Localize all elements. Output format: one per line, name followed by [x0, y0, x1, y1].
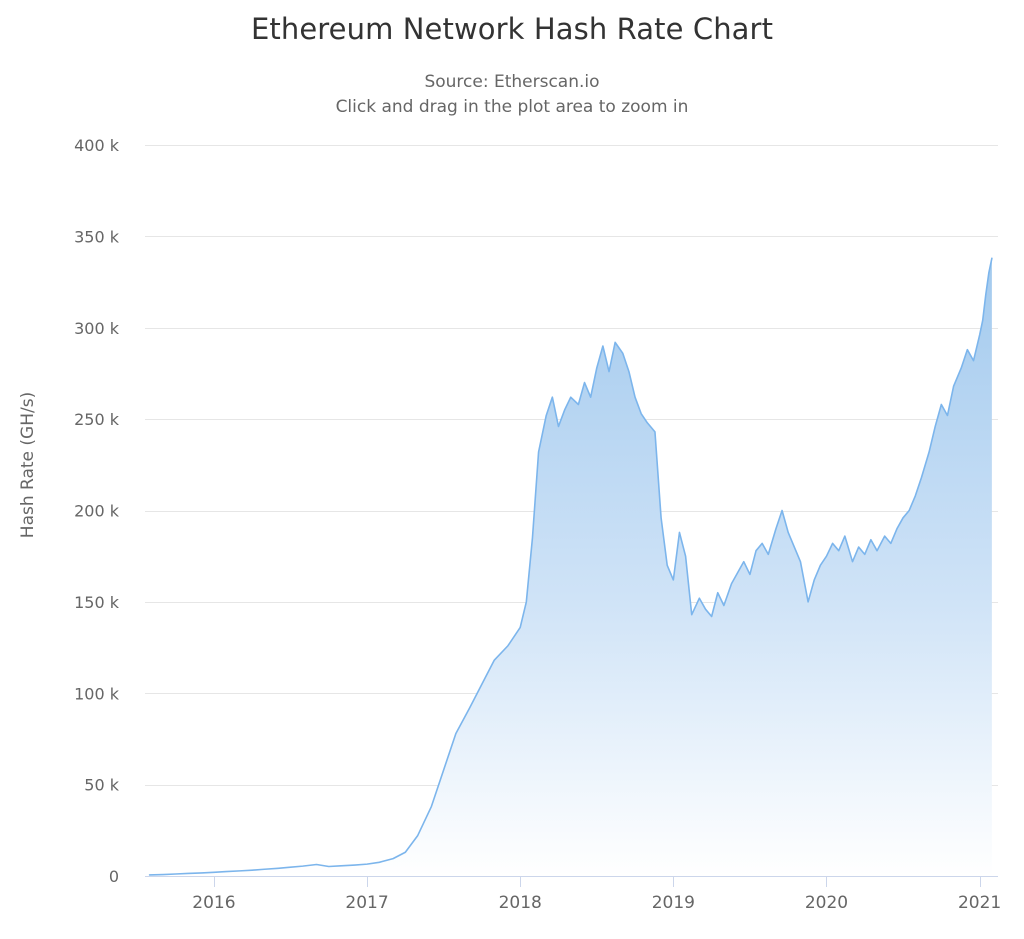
y-tick-label: 250 k: [74, 410, 120, 429]
y-tick-label: 200 k: [74, 502, 120, 521]
x-tick-label: 2017: [345, 893, 388, 913]
y-tick-label: 0: [109, 867, 119, 886]
y-tick-label: 150 k: [74, 593, 120, 612]
y-tick-label: 350 k: [74, 227, 120, 246]
hash-rate-series: [148, 257, 993, 876]
series-area-fill: [149, 258, 992, 876]
x-axis-ticks: [214, 877, 981, 887]
y-tick-label: 100 k: [74, 684, 120, 703]
y-tick-label: 300 k: [74, 319, 120, 338]
x-tick-label: 2019: [652, 893, 695, 913]
chart-title: Ethereum Network Hash Rate Chart: [250, 12, 774, 46]
y-axis-labels: 0 50 k 100 k 150 k 200 k 250 k 300 k 350 k 400 k: [74, 136, 120, 886]
y-tick-label: 50 k: [84, 776, 119, 795]
chart-subtitle: Source: Etherscan.io Click and drag in t…: [0, 70, 1024, 120]
x-tick-label: 2021: [958, 893, 1001, 913]
chart-subtitle-source: Source: Etherscan.io: [424, 72, 600, 92]
y-tick-label: 400 k: [74, 136, 120, 155]
chart-subtitle-hint: Click and drag in the plot area to zoom …: [335, 97, 689, 117]
x-tick-label: 2018: [499, 893, 542, 913]
series-line: [148, 257, 993, 876]
x-axis-labels: 2016 2017 2018 2019 2020 2021: [192, 893, 1001, 913]
x-tick-label: 2016: [192, 893, 235, 913]
x-tick-label: 2020: [805, 893, 848, 913]
